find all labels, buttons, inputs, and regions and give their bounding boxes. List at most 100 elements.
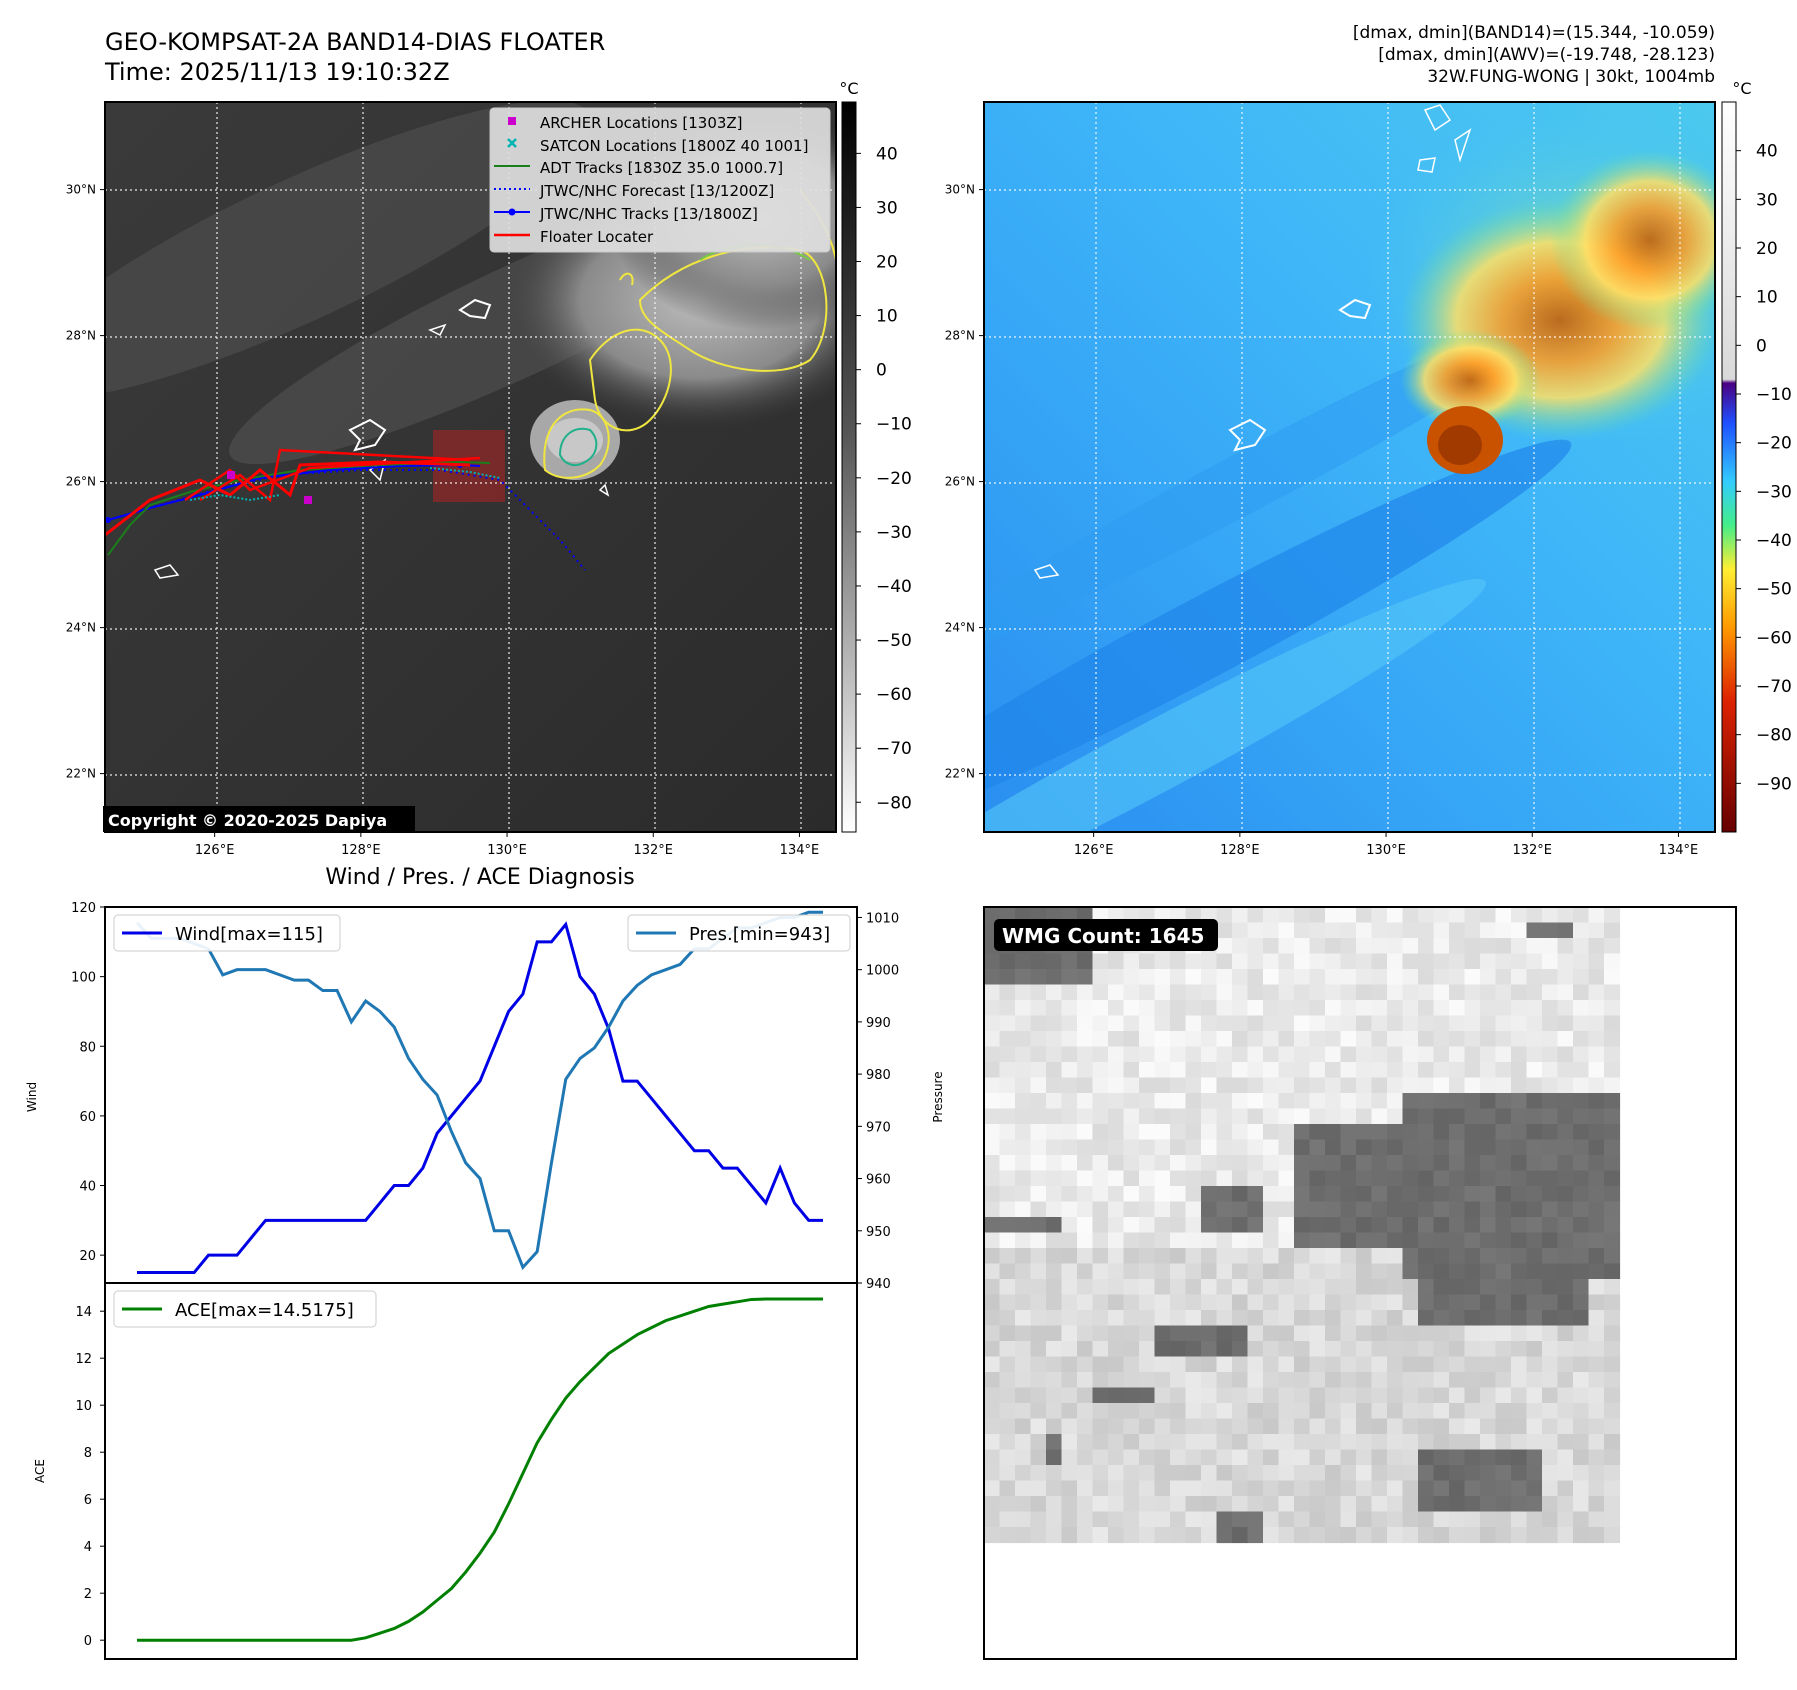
wmg-cell	[1371, 1170, 1388, 1187]
wmg-cell	[1092, 1170, 1109, 1187]
wmg-cell	[1604, 953, 1621, 970]
wmg-cell	[1325, 1418, 1342, 1435]
wmg-cell	[1480, 1294, 1497, 1311]
svg-text:JTWC/NHC Tracks [13/1800Z]: JTWC/NHC Tracks [13/1800Z]	[539, 205, 758, 223]
wmg-cell	[1263, 1201, 1280, 1218]
wmg-cell	[1278, 1170, 1295, 1187]
wmg-cell	[1201, 1356, 1218, 1373]
wmg-cell	[1108, 1062, 1125, 1079]
wmg-cell	[1542, 1232, 1559, 1249]
wmg-cell	[1480, 1155, 1497, 1172]
wmg-cell	[1464, 1046, 1481, 1063]
wmg-cell	[1604, 1480, 1621, 1497]
awv-cloud-field	[984, 104, 1715, 832]
wmg-cell	[1108, 1418, 1125, 1435]
wmg-cell	[1232, 1000, 1249, 1017]
wmg-cell	[1154, 1310, 1171, 1327]
wmg-cell	[984, 1155, 1001, 1172]
wmg-cell	[1557, 1155, 1574, 1172]
wmg-cell	[1247, 1387, 1264, 1404]
wmg-cell	[1340, 1418, 1357, 1435]
wmg-cell	[1061, 1418, 1078, 1435]
wmg-cell	[1046, 1434, 1063, 1451]
wmg-cell	[1480, 1217, 1497, 1234]
wmg-cell	[1557, 1372, 1574, 1389]
wmg-cell	[1139, 1387, 1156, 1404]
wmg-cell	[1092, 1387, 1109, 1404]
wmg-cell	[1495, 1232, 1512, 1249]
wmg-cell	[1061, 1000, 1078, 1017]
wmg-cell	[1418, 1449, 1435, 1466]
wmg-cell	[1371, 1434, 1388, 1451]
wmg-cell	[1371, 1356, 1388, 1373]
wmg-cell	[1108, 1310, 1125, 1327]
wmg-cell	[1278, 1511, 1295, 1528]
wmg-cell	[1573, 1418, 1590, 1435]
wmg-cell	[1077, 1263, 1094, 1280]
wmg-cell	[1015, 1449, 1032, 1466]
wmg-cell	[1015, 1201, 1032, 1218]
wmg-cell	[1495, 1341, 1512, 1358]
wmg-cell	[1433, 1201, 1450, 1218]
wmg-cell	[1185, 1062, 1202, 1079]
wmg-cell	[1263, 1341, 1280, 1358]
svg-text:SATCON Locations [1800Z 40 100: SATCON Locations [1800Z 40 1001]	[540, 137, 808, 155]
wmg-cell	[1449, 1046, 1466, 1063]
wmg-cell	[1278, 1139, 1295, 1156]
wmg-cell	[1526, 1201, 1543, 1218]
wmg-cell	[1371, 1279, 1388, 1296]
wmg-cell	[1511, 1093, 1528, 1110]
wmg-cell	[1588, 1217, 1605, 1234]
wmg-cell	[1418, 1372, 1435, 1389]
wmg-cell	[1232, 1480, 1249, 1497]
wmg-cell	[1511, 938, 1528, 955]
wmg-cell	[1030, 953, 1047, 970]
wmg-cell	[1123, 1372, 1140, 1389]
wmg-cell	[1030, 1155, 1047, 1172]
wmg-cell	[1263, 984, 1280, 1001]
wmg-cell	[1325, 907, 1342, 924]
wmg-cell	[1232, 1403, 1249, 1420]
wmg-cell	[1030, 1527, 1047, 1544]
wmg-cell	[1449, 1449, 1466, 1466]
wmg-cell	[1092, 1325, 1109, 1342]
wmg-cell	[1433, 1170, 1450, 1187]
wmg-cell	[1557, 1356, 1574, 1373]
wmg-cell	[1387, 938, 1404, 955]
wmg-cell	[1340, 1139, 1357, 1156]
wmg-cell	[1123, 1077, 1140, 1094]
wmg-cell	[1077, 1000, 1094, 1017]
wmg-cell	[1557, 1139, 1574, 1156]
wmg-cell	[1402, 1418, 1419, 1435]
wmg-cell	[1030, 1511, 1047, 1528]
wmg-cell	[1154, 1015, 1171, 1032]
wmg-cell	[1309, 1062, 1326, 1079]
wmg-cell	[1464, 1015, 1481, 1032]
wmg-cell	[1309, 1341, 1326, 1358]
wmg-cell	[1154, 1480, 1171, 1497]
wmg-cell	[1185, 1155, 1202, 1172]
wmg-cell	[1480, 1031, 1497, 1048]
wmg-cell	[1154, 1465, 1171, 1482]
wmg-cell	[1418, 1294, 1435, 1311]
wmg-cell	[1046, 1325, 1063, 1342]
wmg-cell	[1356, 1015, 1373, 1032]
wmg-cell	[1216, 1093, 1233, 1110]
wmg-cell	[1139, 1356, 1156, 1373]
ace-tick-label: 0	[84, 1634, 92, 1649]
wmg-cell	[1588, 1527, 1605, 1544]
wmg-cell	[1433, 1062, 1450, 1079]
wmg-cell	[1511, 1263, 1528, 1280]
wmg-cell	[1340, 922, 1357, 939]
wmg-cell	[1030, 1015, 1047, 1032]
wmg-cell	[999, 1403, 1016, 1420]
wmg-cell	[1371, 1108, 1388, 1125]
wmg-cell	[1015, 1341, 1032, 1358]
wmg-cell	[1371, 1062, 1388, 1079]
wmg-cell	[1278, 1527, 1295, 1544]
wmg-cell	[1573, 1527, 1590, 1544]
wmg-cell	[1061, 1387, 1078, 1404]
wmg-cell	[1573, 1077, 1590, 1094]
wmg-cell	[1340, 1015, 1357, 1032]
wmg-cell	[1139, 1093, 1156, 1110]
